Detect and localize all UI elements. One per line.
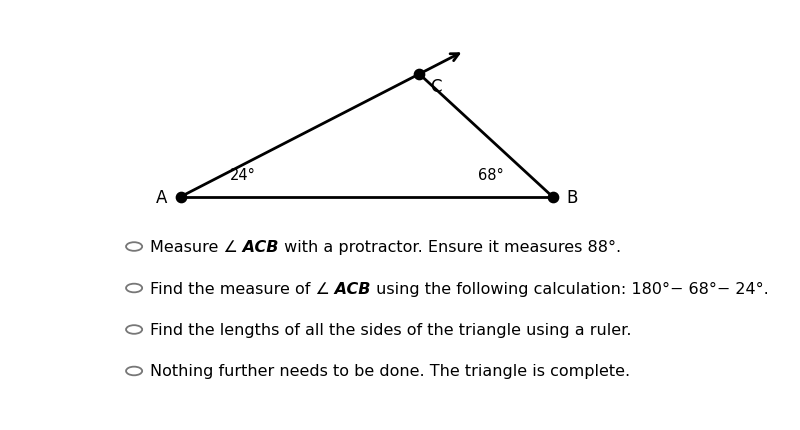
Text: Find the measure of ∠: Find the measure of ∠ [150,281,330,296]
Point [546,194,559,201]
Text: ACB: ACB [238,240,279,255]
Point [174,194,187,201]
Text: Find the lengths of all the sides of the triangle using a ruler.: Find the lengths of all the sides of the… [150,322,631,337]
Text: A: A [155,188,167,206]
Text: B: B [566,188,578,206]
Text: Nothing further needs to be done. The triangle is complete.: Nothing further needs to be done. The tr… [150,364,630,378]
Point [413,71,426,78]
Text: 68°: 68° [478,167,503,182]
Text: ACB: ACB [330,281,371,296]
Text: using the following calculation: 180°− 68°− 24°.: using the following calculation: 180°− 6… [371,281,769,296]
Text: with a protractor. Ensure it measures 88°.: with a protractor. Ensure it measures 88… [279,240,621,255]
Text: 24°: 24° [230,167,255,182]
Text: C: C [430,78,442,96]
Text: Measure ∠: Measure ∠ [150,240,238,255]
